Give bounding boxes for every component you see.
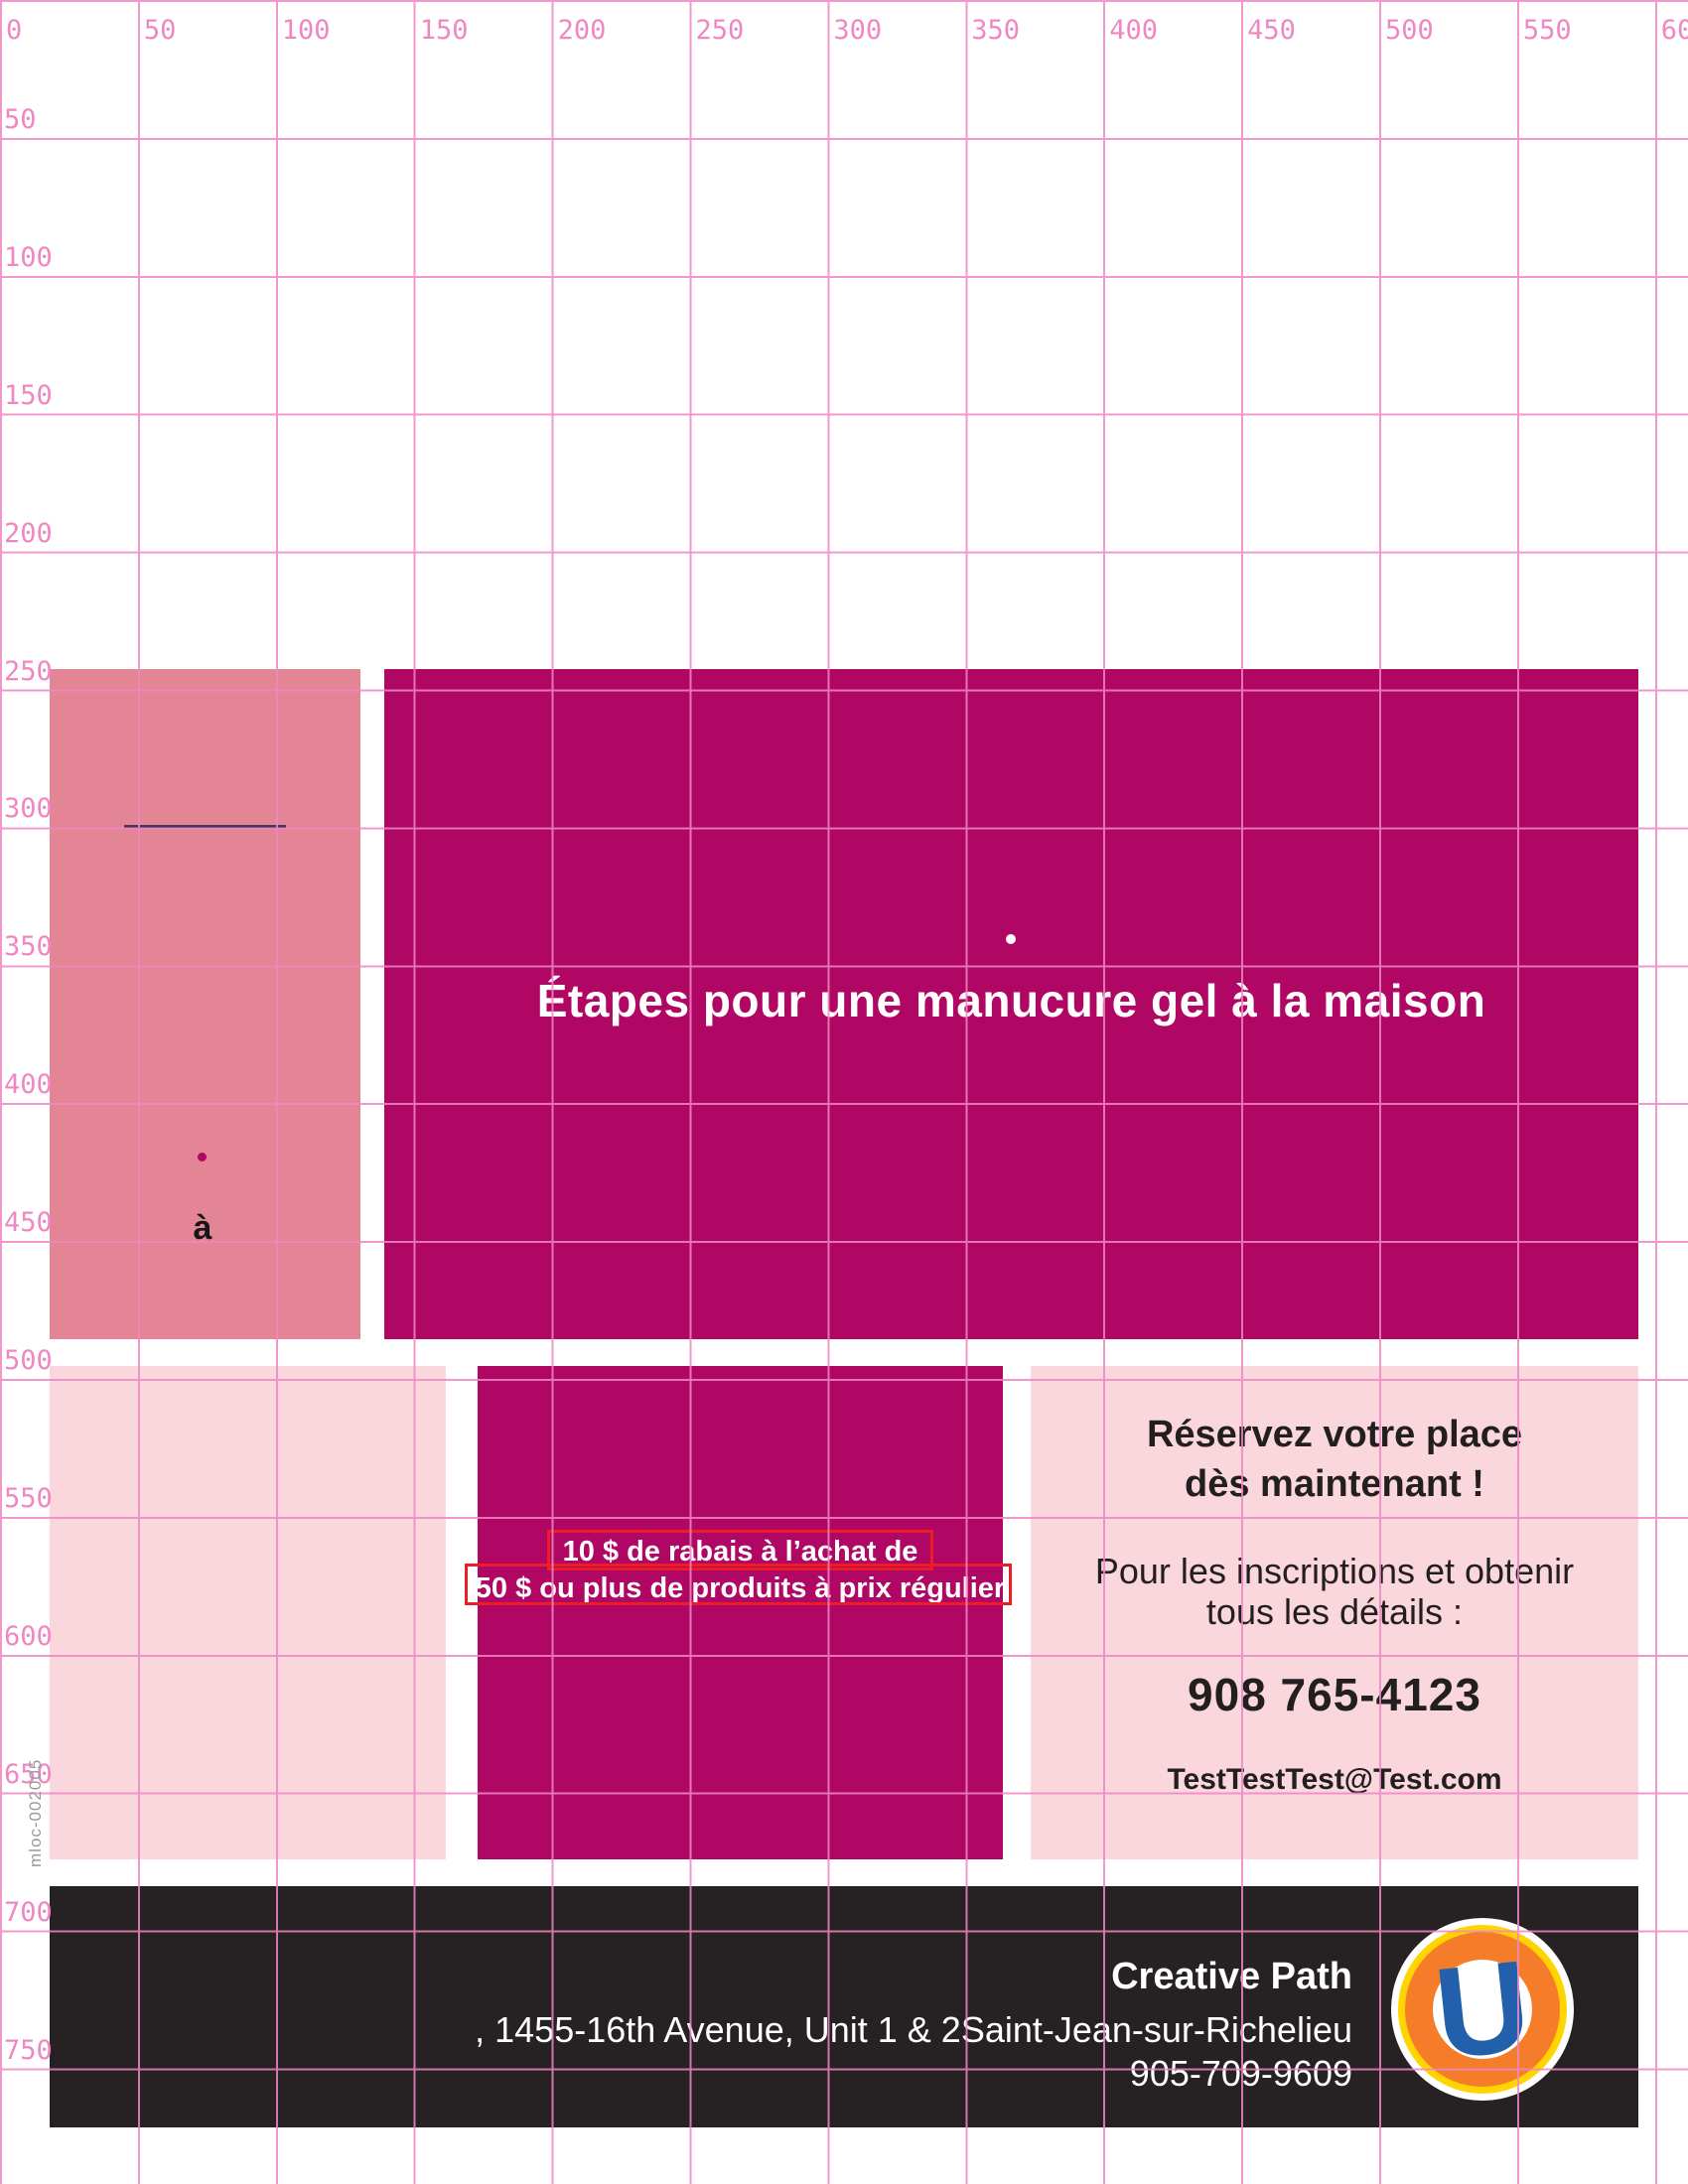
ruler-top-label: 50 (143, 15, 177, 46)
ruler-left-label: 350 (4, 931, 53, 963)
footer-address: , 1455-16th Avenue, Unit 1 & 2Saint-Jean… (475, 2009, 1352, 2050)
ruler-top-label: 100 (281, 15, 331, 46)
reserve-sub-line1: Pour les inscriptions et obtenir (1094, 1551, 1575, 1591)
ruler-left-label: 450 (4, 1207, 53, 1239)
footer-phone: 905-709-9609 (1129, 2053, 1352, 2094)
ruler-left-label: 700 (4, 1896, 53, 1928)
reserve-heading-line2: dès maintenant ! (1185, 1463, 1484, 1505)
footer-text: Creative Path , 1455-16th Avenue, Unit 1… (475, 1952, 1352, 2095)
ruler-left-label: 500 (4, 1345, 53, 1376)
ruler-top-label: 250 (695, 15, 745, 46)
reserve-phone: 908 765-4123 (1188, 1669, 1481, 1720)
proof-highlight-box-2 (465, 1564, 1012, 1605)
ruler-left-label: 550 (4, 1482, 53, 1514)
ruler-left-label: 400 (4, 1069, 53, 1101)
ruler-top-label: 350 (971, 15, 1021, 46)
reserve-email: TestTestTest@Test.com (1167, 1763, 1502, 1796)
ruler-top-label: 450 (1247, 15, 1296, 46)
ruler-top-label: 500 (1385, 15, 1434, 46)
brand-logo: U (1391, 1918, 1574, 2101)
ruler-top-label: 400 (1109, 15, 1158, 46)
ruler-top-label: 150 (419, 15, 469, 46)
footer-company: Creative Path (1111, 1956, 1352, 1997)
ruler-top-label: 200 (557, 15, 607, 46)
ruler-left-label: 300 (4, 793, 53, 825)
ruler-left-label: 150 (4, 379, 53, 411)
reserve-heading-line1: Réservez votre place (1146, 1414, 1523, 1455)
ruler-left-label: 200 (4, 517, 53, 549)
guide-line (124, 825, 286, 828)
ruler-left-label: 600 (4, 1620, 53, 1652)
pink-panel-left (50, 1366, 446, 1859)
ruler-top-label: 0 (6, 15, 23, 46)
bullet-dot-white (1006, 934, 1016, 944)
ruler-left-label: 100 (4, 241, 53, 273)
bullet-dot-magenta (198, 1153, 207, 1161)
footer-bar: Creative Path , 1455-16th Avenue, Unit 1… (50, 1886, 1638, 2127)
offer-panel: 10 $ de rabais à l’achat de 50 $ ou plus… (478, 1366, 1003, 1859)
logo-u-letter: U (1428, 1932, 1537, 2087)
hero-title: Étapes pour une manucure gel à la maison (536, 975, 1486, 1026)
ruler-top-label: 600 (1660, 15, 1688, 46)
ruler-left-label: 250 (4, 655, 53, 687)
ruler-top-label: 300 (833, 15, 883, 46)
reserve-panel: Réservez votre place dès maintenant ! Po… (1031, 1366, 1638, 1859)
rose-a-label: à (193, 1209, 212, 1247)
reserve-sub-line2: tous les détails : (1205, 1591, 1464, 1632)
ruler-left-label: 50 (4, 103, 37, 135)
ruler-left-label: 750 (4, 2034, 53, 2066)
ruler-top-label: 550 (1522, 15, 1572, 46)
proof-code-vertical: mloc-002005 (26, 1758, 45, 1867)
